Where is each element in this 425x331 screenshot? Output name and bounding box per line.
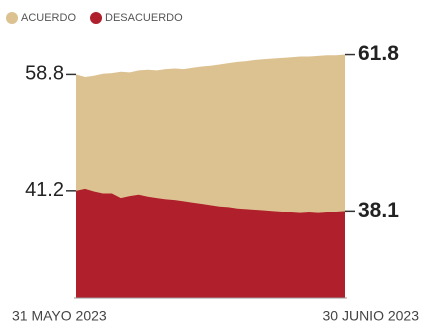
end-label: 61.8	[358, 42, 399, 65]
legend-label: DESACUERDO	[105, 12, 183, 24]
start-label: 41.2	[25, 179, 64, 201]
x-tick-label: 30 JUNIO 2023	[323, 308, 420, 324]
legend-swatch	[90, 12, 103, 24]
legend-swatch	[6, 12, 18, 24]
x-tick-label: 31 MAYO 2023	[12, 308, 107, 324]
legend-label: ACUERDO	[21, 12, 76, 24]
start-label: 58.8	[25, 63, 64, 85]
area	[76, 188, 345, 298]
end-label: 38.1	[358, 199, 399, 222]
